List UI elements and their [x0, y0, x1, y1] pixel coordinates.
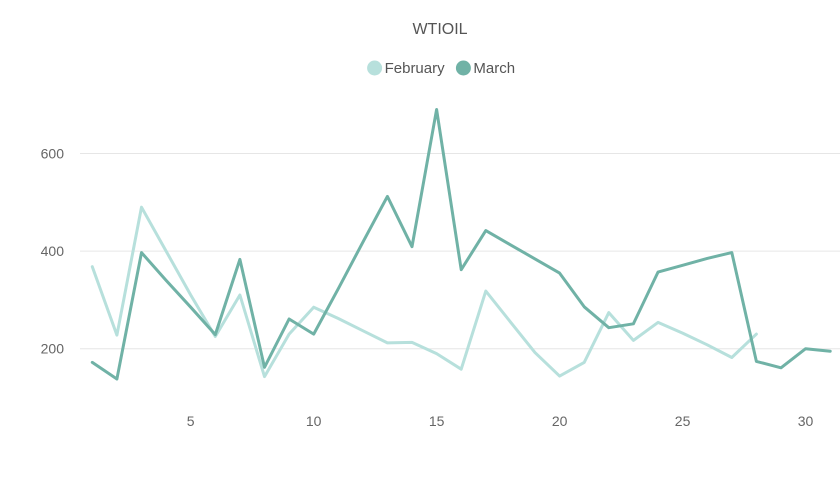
chart-title: WTIOIL	[412, 21, 467, 38]
x-tick-label: 20	[552, 413, 568, 429]
legend-marker-march	[455, 60, 471, 76]
grid-lines	[80, 152, 840, 350]
x-tick-label: 25	[675, 413, 691, 429]
legend-marker-february	[367, 60, 383, 76]
y-tick-label: 200	[41, 341, 65, 357]
series-line-february	[90, 205, 758, 379]
y-axis: 200 400 600	[41, 145, 65, 356]
x-tick-label: 30	[798, 413, 814, 429]
legend: February March	[367, 60, 515, 77]
x-tick-label: 5	[187, 413, 195, 429]
series-group	[90, 108, 832, 381]
y-tick-label: 600	[41, 145, 65, 161]
y-tick-label: 400	[41, 243, 65, 259]
legend-label-february: February	[385, 60, 446, 77]
series-line-march	[90, 108, 832, 381]
x-axis: 5 10 15 20 25 30	[187, 413, 814, 429]
legend-label-march: March	[473, 60, 515, 77]
x-tick-label: 10	[306, 413, 322, 429]
x-tick-label: 15	[429, 413, 445, 429]
